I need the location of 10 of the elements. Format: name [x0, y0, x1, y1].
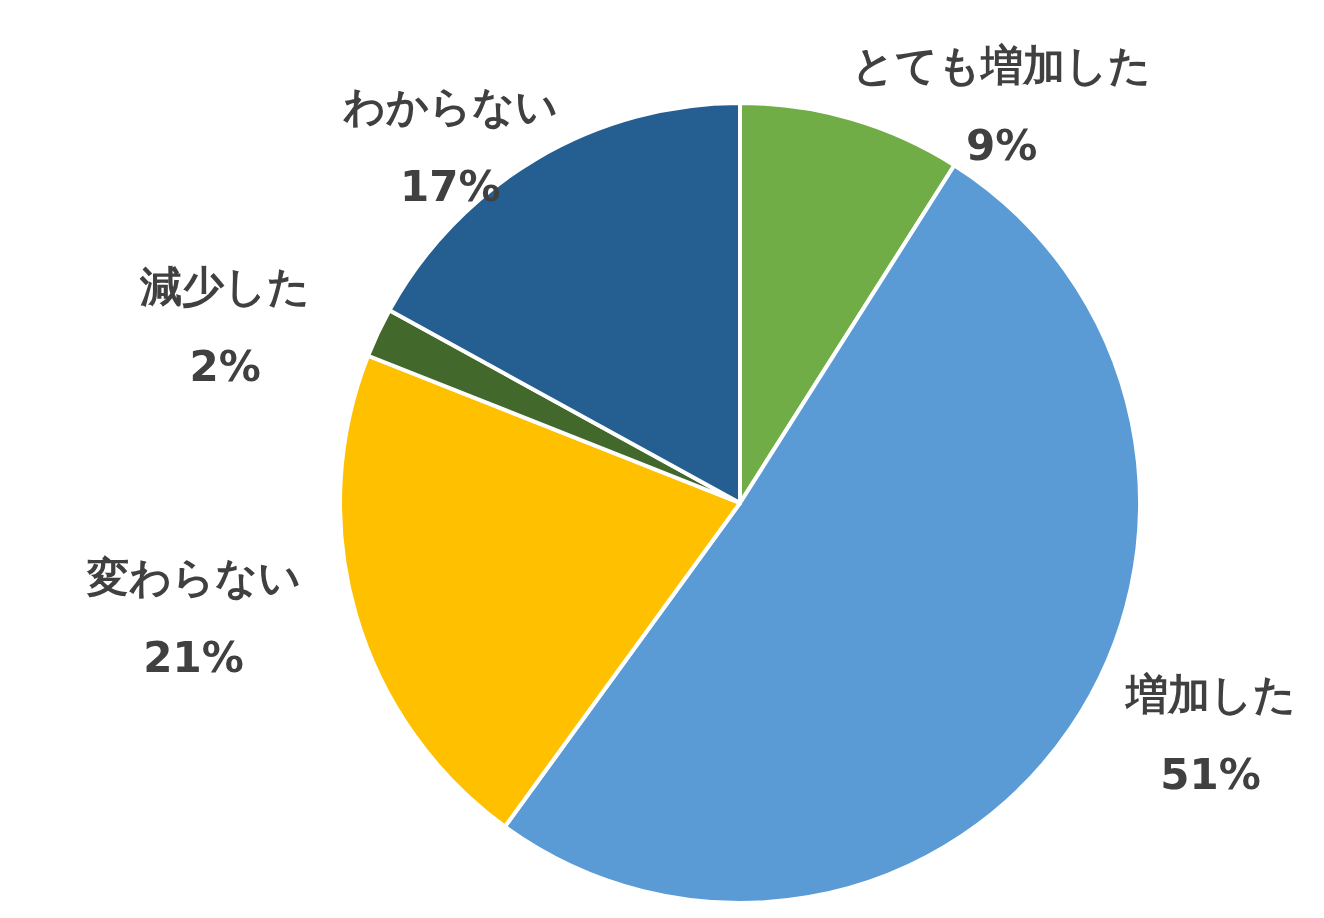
data-label: 17% — [400, 162, 501, 212]
slice-label: 減少した — [139, 261, 311, 311]
slice-label: 増加した — [1123, 669, 1296, 719]
data-label: 21% — [143, 632, 244, 682]
slice-label: わからない — [342, 82, 558, 132]
data-label: 51% — [1160, 749, 1261, 799]
slice-label: とても増加した — [852, 40, 1152, 90]
data-label: 2% — [189, 341, 261, 391]
data-label: 9% — [966, 120, 1038, 170]
slice-label: 変わらない — [85, 552, 301, 602]
